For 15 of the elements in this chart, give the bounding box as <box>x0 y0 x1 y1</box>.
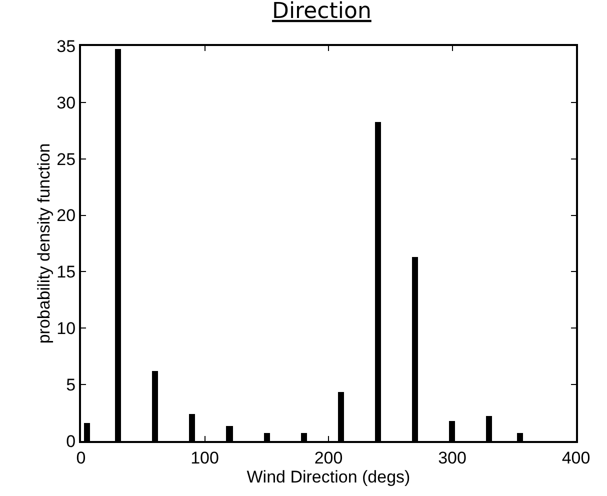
x-tick-label: 200 <box>314 448 343 468</box>
y-tick-label: 15 <box>56 262 76 282</box>
y-tick-label: 10 <box>56 319 76 338</box>
y-tick-label: 0 <box>66 432 76 451</box>
x-tick-label: 300 <box>438 448 466 468</box>
y-axis-title: probability density function <box>34 143 54 344</box>
x-tick-label: 400 <box>562 448 590 468</box>
x-tick-label: 100 <box>190 448 219 468</box>
y-tick-label: 5 <box>66 376 76 395</box>
y-tick-label: 20 <box>56 206 76 226</box>
y-tick-label: 35 <box>56 36 76 56</box>
x-axis-title: Wind Direction (degs) <box>246 467 410 486</box>
y-tick-label: 25 <box>56 150 76 169</box>
chart-title: Direction <box>272 0 372 24</box>
y-tick-label: 30 <box>56 93 76 112</box>
